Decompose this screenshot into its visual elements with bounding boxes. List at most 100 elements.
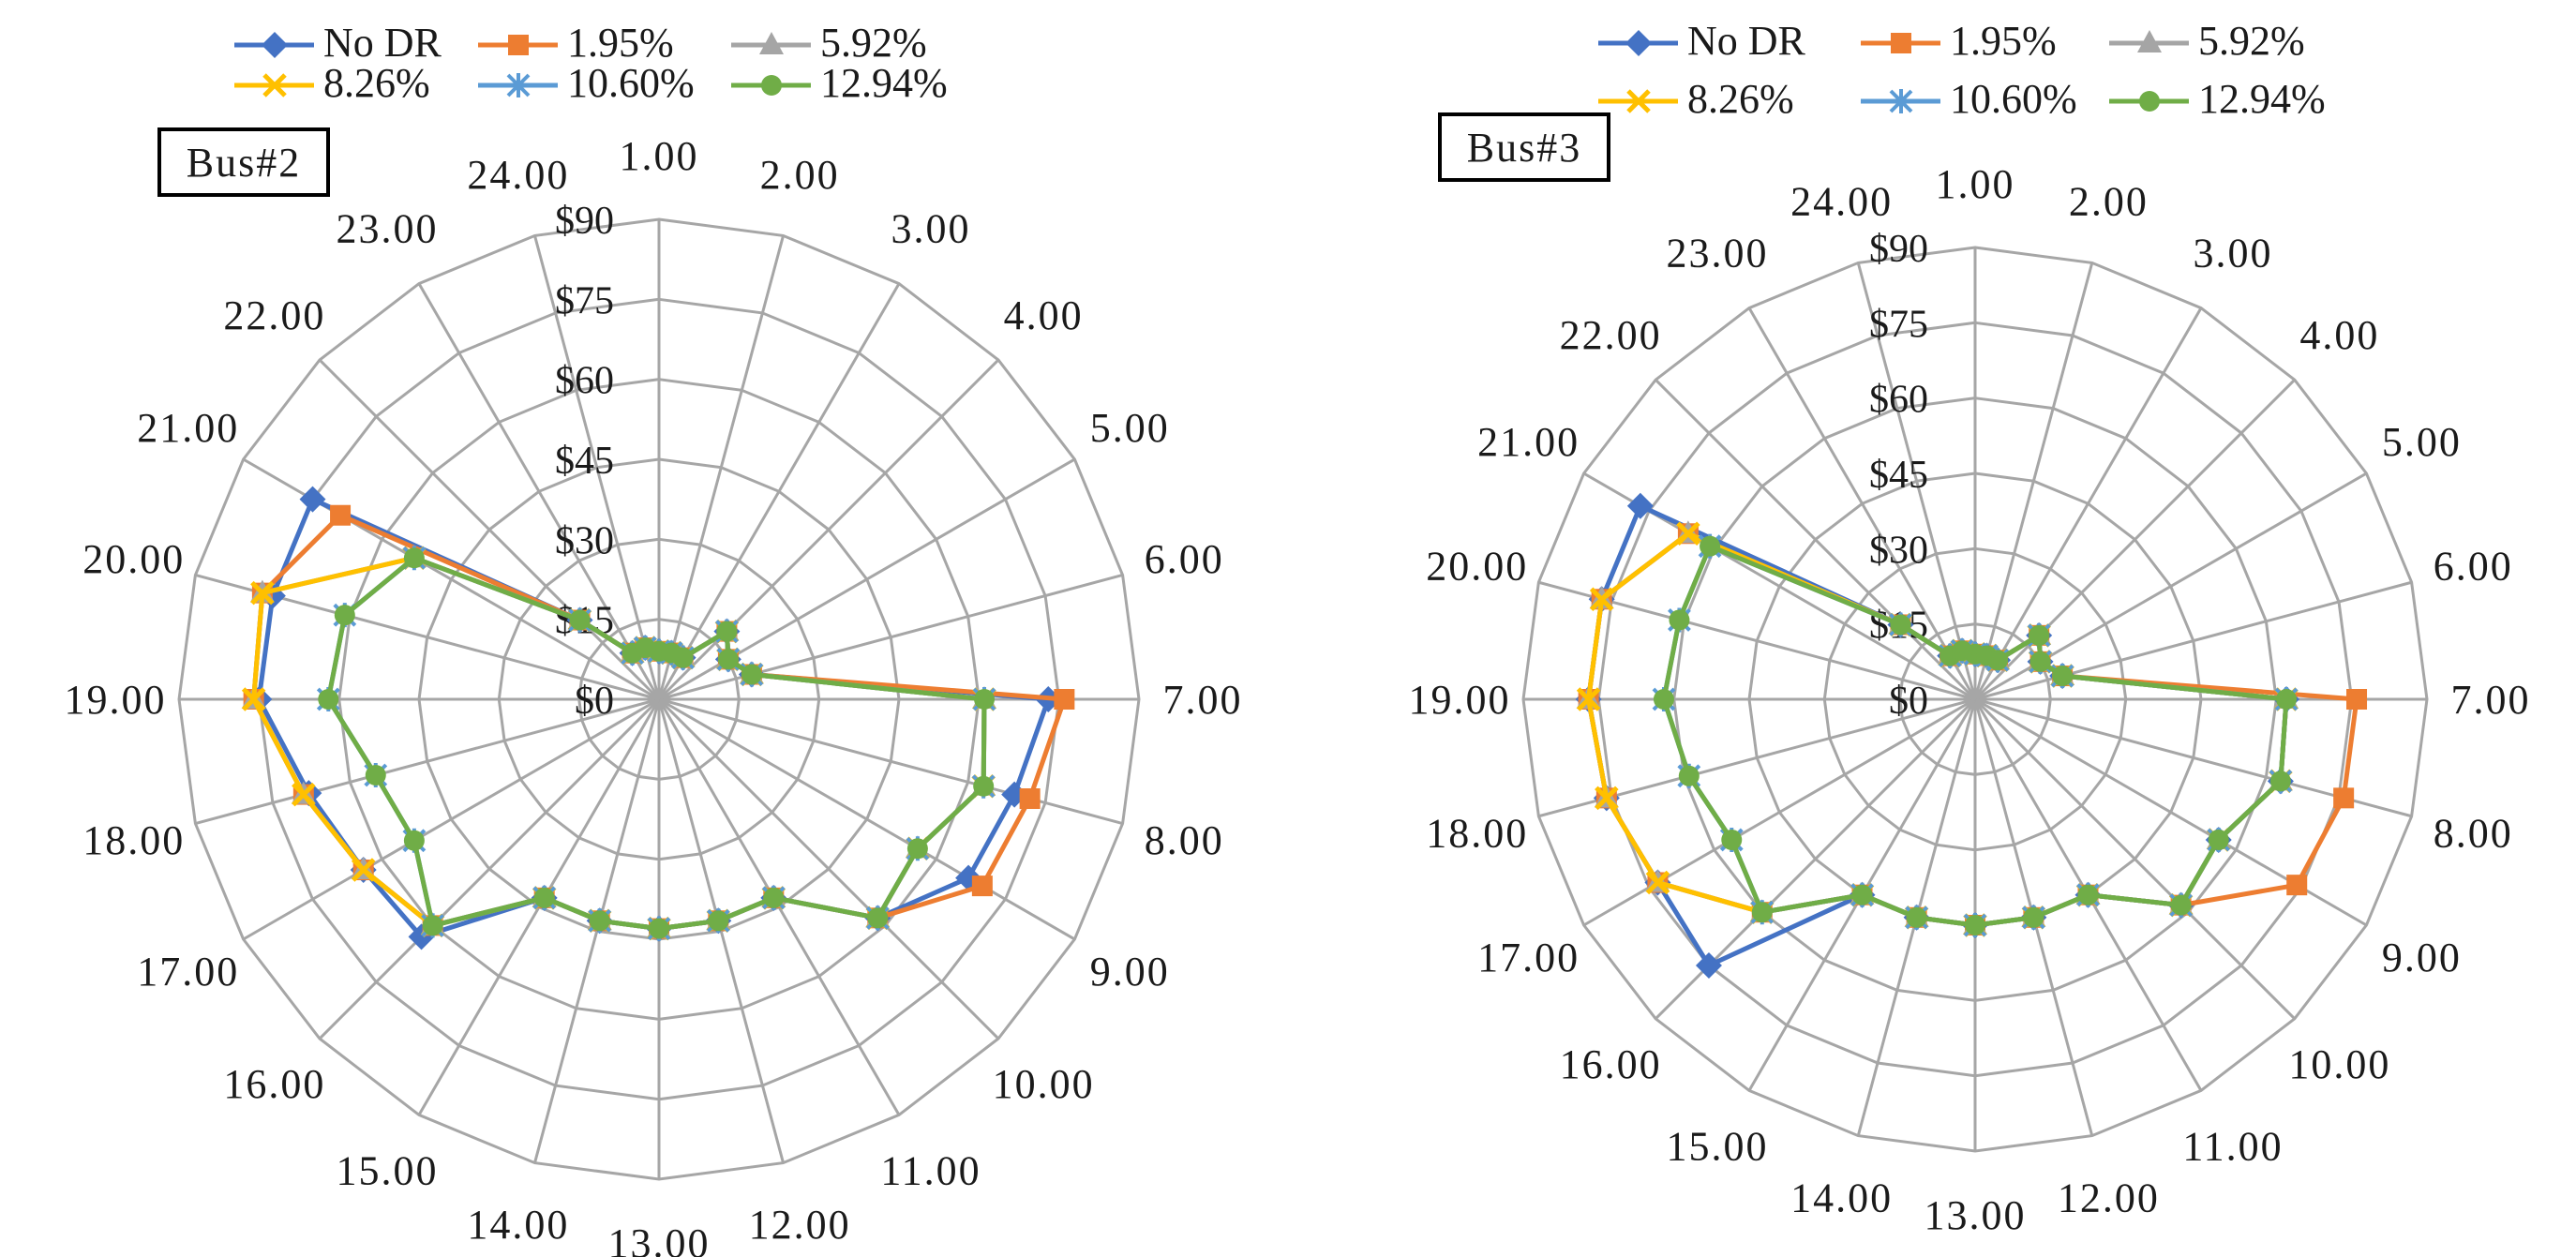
chart-bus-2-tick-label: $75 xyxy=(555,279,614,322)
chart-bus-2-category-label: 7.00 xyxy=(1163,677,1243,723)
chart-bus-3-tick-label: $60 xyxy=(1869,379,1928,422)
chart-bus-2-point-12-94-3 xyxy=(672,647,694,668)
chart-bus-3-legend-item-12-94: 12.94% xyxy=(2109,76,2326,122)
chart-bus-2-point-12-94-10 xyxy=(867,907,889,929)
chart-bus-3-legend-label: 12.94% xyxy=(2198,76,2326,122)
chart-bus-3-point-1-95-9 xyxy=(2286,875,2308,896)
chart-bus-2-spoke-6 xyxy=(658,574,1123,701)
chart-bus-3-category-label: 16.00 xyxy=(1560,1041,1662,1087)
chart-bus-3-point-12-94-24 xyxy=(1952,640,1973,662)
chart-bus-2-spoke-24 xyxy=(533,235,661,700)
chart-bus-3-point-12-94-7 xyxy=(2276,689,2298,710)
chart-bus-2-legend-item-1-95: 1.95% xyxy=(478,20,674,66)
chart-bus-3-point-12-94-8 xyxy=(2269,771,2291,792)
chart-bus-2-category-label: 19.00 xyxy=(65,677,167,723)
chart-bus-3-point-12-94-22 xyxy=(1890,614,1911,636)
chart-bus-3-category-label: 20.00 xyxy=(1426,544,1528,590)
chart-bus-2-category-label: 22.00 xyxy=(223,292,325,338)
chart-bus-2-legend-item-8-26: 8.26% xyxy=(234,60,430,106)
chart-bus-3: 1.00 2.00 3.00 4.00 5.00 6.00 7.00 8.00 9.00 10.0… xyxy=(1409,18,2529,1238)
chart-bus-3-spoke-24 xyxy=(1856,262,1977,700)
chart-bus-2-category-label: 23.00 xyxy=(337,206,439,252)
chart-bus-2-point-12-94-6 xyxy=(741,664,762,685)
chart-bus-2-spoke-8 xyxy=(658,697,1123,825)
chart-bus-2-legend-marker xyxy=(262,73,287,97)
chart-bus-2-point-1-95-9 xyxy=(971,875,993,897)
chart-bus-2-tick-label: $30 xyxy=(555,519,614,562)
chart-bus-3-point-no-dr-16 xyxy=(1695,952,1722,980)
chart-bus-3-category-label: 10.00 xyxy=(2288,1041,2390,1087)
chart-bus-3-point-1-95-8 xyxy=(2333,787,2355,809)
chart-bus-3-point-12-94-14 xyxy=(1906,906,1927,928)
chart-bus-3-point-12-94-3 xyxy=(1987,650,2009,671)
chart-bus-3-category-label: 6.00 xyxy=(2434,544,2513,590)
chart-bus-3-spoke-3 xyxy=(1973,307,2203,700)
chart-bus-3-point-12-94-19 xyxy=(1653,689,1674,710)
chart-bus-2-point-12-94-5 xyxy=(717,649,739,670)
chart-bus-3-point-8-26-21 xyxy=(1676,521,1700,546)
chart-bus-2-point-12-94-22 xyxy=(569,609,591,631)
chart-bus-3-point-no-dr-21 xyxy=(1626,492,1654,519)
chart-bus-2-spoke-9 xyxy=(658,697,1076,941)
chart-bus-3-point-12-94-12 xyxy=(2023,906,2044,928)
chart-bus-2-point-12-94-11 xyxy=(763,887,785,908)
chart-bus-3-spoke-17 xyxy=(1582,697,1976,927)
chart-bus-3-spoke-10 xyxy=(1973,697,2296,1020)
chart-bus-2-legend-marker xyxy=(506,73,531,97)
chart-bus-3-series-line xyxy=(1586,531,2359,928)
chart-bus-2-legend-label: 8.26% xyxy=(323,60,430,106)
chart-bus-3-point-12-94-10 xyxy=(2170,894,2192,916)
chart-bus-3-point-8-26-19 xyxy=(1576,687,1601,711)
chart-bus-2-point-12-94-7 xyxy=(974,689,996,710)
chart-bus-2-point-12-94-20 xyxy=(334,605,355,626)
chart-bus-2-point-1-95-8 xyxy=(1019,788,1041,810)
chart-bus-2-spoke-17 xyxy=(242,697,660,941)
chart-bus-3-category-label: 13.00 xyxy=(1925,1192,2027,1238)
chart-bus-3-point-8-26-20 xyxy=(1589,587,1614,612)
chart-bus-2-legend-item-10-60: 10.60% xyxy=(478,60,695,106)
chart-bus-3-point-12-94-16 xyxy=(1751,902,1773,923)
chart-bus-3-point-12-94-15 xyxy=(1851,884,1873,905)
chart-bus-2-spoke-10 xyxy=(657,697,1000,1040)
chart-bus-2-category-label: 21.00 xyxy=(137,405,239,451)
chart-bus-2-tick-label: $90 xyxy=(555,200,614,243)
chart-bus-3-category-label: 4.00 xyxy=(2299,312,2379,358)
chart-bus-2-category-label: 12.00 xyxy=(749,1202,851,1248)
chart-bus-2-legend-item-12-94: 12.94% xyxy=(731,60,948,106)
chart-bus-2-category-label: 17.00 xyxy=(137,949,239,995)
chart-bus-3-spoke-4 xyxy=(1973,379,2296,701)
chart-bus-3-point-12-94-5 xyxy=(2029,651,2051,672)
chart-bus-2-spoke-22 xyxy=(318,358,661,701)
chart-bus-3-tick-label: $75 xyxy=(1869,303,1928,346)
chart-bus-3-point-12-94-20 xyxy=(1669,609,1690,631)
chart-bus-3-category-label: 15.00 xyxy=(1667,1123,1769,1169)
chart-bus-2-point-12-94-12 xyxy=(708,910,729,932)
chart-bus-3-legend-item-5-92: 5.92% xyxy=(2109,18,2305,64)
chart-bus-2: 1.00 2.00 3.00 4.00 5.00 6.00 7.00 8.00 9.00 10.0… xyxy=(65,20,1243,1257)
chart-bus-3-category-label: 3.00 xyxy=(2194,231,2273,277)
chart-bus-3-category-label: 19.00 xyxy=(1409,677,1511,723)
chart-bus-2-point-8-26-20 xyxy=(250,580,275,606)
chart-bus-2-category-label: 20.00 xyxy=(82,536,185,582)
chart-bus-2-point-12-94-9 xyxy=(906,838,928,860)
chart-bus-2-tick-label: $45 xyxy=(555,440,614,483)
chart-bus-2-legend: No DR 1.95% 5.92% 8.26% 10.60% 12.94% xyxy=(234,20,948,106)
chart-bus-2-series-line xyxy=(325,555,987,932)
chart-bus-2-category-label: 8.00 xyxy=(1145,817,1224,863)
chart-bus-2-point-12-94-15 xyxy=(533,887,555,908)
chart-bus-3-legend-item-8-26: 8.26% xyxy=(1598,76,1794,122)
chart-bus-3-point-12-94-4 xyxy=(2029,624,2050,646)
chart-bus-3-category-label: 8.00 xyxy=(2434,810,2513,856)
chart-bus-3-legend-label: 5.92% xyxy=(2198,18,2305,64)
chart-bus-3-point-8-26-17 xyxy=(1645,870,1670,895)
chart-bus-2-series-line xyxy=(325,555,987,932)
chart-bus-3-tick-label: $90 xyxy=(1869,228,1928,271)
chart-bus-3-series-5-92 xyxy=(1576,520,2299,935)
chart-bus-3-category-label: 24.00 xyxy=(1790,179,1893,225)
chart-bus-3-spoke-22 xyxy=(1655,379,1977,701)
chart-bus-2-point-8-26-17 xyxy=(351,858,376,882)
chart-bus-2-legend-marker xyxy=(508,35,529,55)
chart-bus-3-category-label: 17.00 xyxy=(1477,935,1580,980)
chart-bus-3-legend-marker xyxy=(1625,30,1652,56)
